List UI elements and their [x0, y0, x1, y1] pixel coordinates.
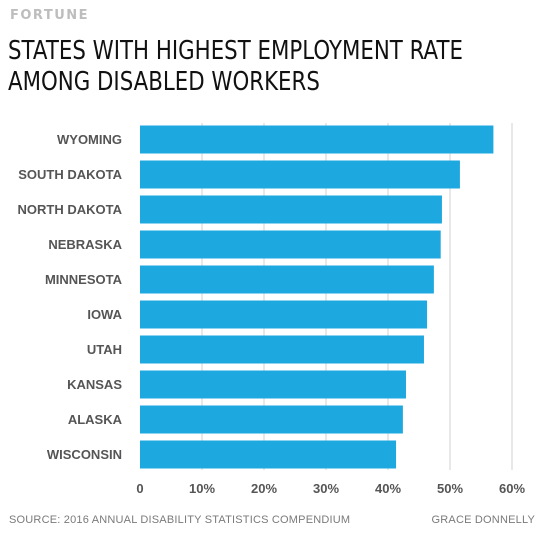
brand-logo: FORTUNE [10, 8, 90, 23]
author-credit: GRACE DONNELLY [431, 514, 535, 526]
category-label: WISCONSIN [47, 447, 122, 462]
category-label: SOUTH DAKOTA [18, 167, 122, 182]
bar-south-dakota [140, 160, 460, 189]
x-tick-label: 40% [375, 481, 401, 496]
category-label: NORTH DAKOTA [18, 202, 123, 217]
category-label: NEBRASKA [48, 237, 122, 252]
chart-title: STATES WITH HIGHEST EMPLOYMENT RATE AMON… [8, 36, 463, 98]
category-label: WYOMING [57, 132, 122, 147]
x-tick-label: 10% [189, 481, 215, 496]
category-label: KANSAS [67, 377, 122, 392]
chart-title-line-2: AMONG DISABLED WORKERS [8, 67, 320, 97]
category-label: UTAH [87, 342, 122, 357]
bar-north-dakota [140, 195, 442, 224]
x-tick-label: 0 [136, 481, 143, 496]
bar-nebraska [140, 230, 441, 259]
x-tick-label: 20% [251, 481, 277, 496]
bar-utah [140, 335, 424, 364]
x-tick-label: 30% [313, 481, 339, 496]
category-label: ALASKA [68, 412, 123, 427]
chart-title-line-1: STATES WITH HIGHEST EMPLOYMENT RATE [8, 36, 463, 66]
bar-wisconsin [140, 440, 397, 469]
category-label: IOWA [87, 307, 122, 322]
category-label: MINNESOTA [45, 272, 123, 287]
bar-wyoming [140, 125, 494, 154]
bar-alaska [140, 405, 403, 434]
x-tick-label: 50% [437, 481, 463, 496]
x-tick-label: 60% [499, 481, 525, 496]
bar-minnesota [140, 265, 434, 294]
bar-kansas [140, 370, 406, 399]
bar-iowa [140, 300, 428, 329]
source-note: SOURCE: 2016 ANNUAL DISABILITY STATISTIC… [9, 514, 351, 526]
